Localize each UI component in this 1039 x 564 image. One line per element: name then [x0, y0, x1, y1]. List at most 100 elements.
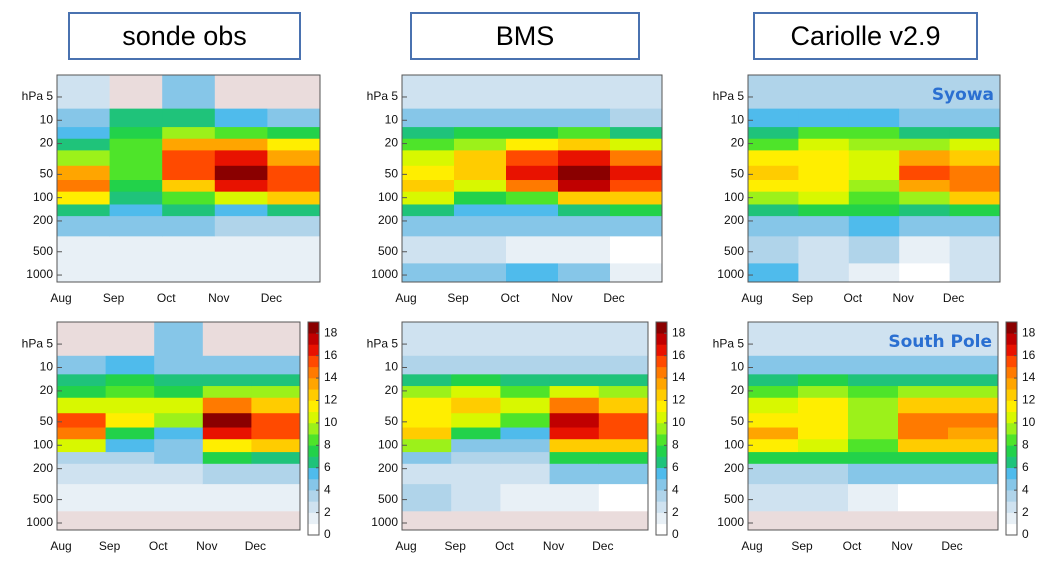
heat-cell: [748, 191, 799, 205]
heat-cell: [748, 180, 799, 193]
heat-cell: [57, 263, 111, 283]
heat-cell: [451, 484, 501, 512]
plot-frame: [401, 74, 663, 283]
heat-cell: [109, 191, 163, 205]
colorbar-swatch: [656, 411, 667, 424]
colorbar-label: 6: [672, 460, 679, 474]
heat-cell: [402, 322, 452, 357]
heat-cell: [251, 427, 301, 440]
colorbar-label: 2: [672, 505, 679, 519]
heat-cell: [57, 463, 107, 485]
heat-cell: [848, 463, 899, 485]
heat-cell: [451, 427, 501, 440]
colorbar-frame: [1005, 321, 1018, 536]
heat-cell: [506, 75, 559, 110]
heat-cell: [798, 191, 850, 205]
colorbar-label: 10: [672, 415, 686, 429]
heat-cell: [251, 413, 301, 429]
heat-cell: [402, 386, 452, 399]
y-tick-label: 100: [33, 437, 53, 451]
heat-cell: [748, 204, 799, 217]
heat-cell: [105, 322, 155, 357]
heat-cell: [798, 263, 850, 283]
heat-cell: [848, 452, 899, 465]
colorbar-swatch: [308, 344, 319, 356]
heat-cell: [402, 374, 452, 387]
heat-cell: [610, 150, 663, 167]
colorbar-swatch: [1006, 355, 1017, 368]
heat-cell: [267, 127, 321, 140]
heat-cell: [798, 463, 849, 485]
heat-cell: [899, 263, 951, 283]
colorbar-swatch: [308, 467, 319, 480]
y-tick-label: hPa 5: [367, 336, 399, 350]
heat-cell: [402, 355, 452, 375]
colorbar-swatch: [1006, 478, 1017, 491]
heat-cell: [500, 511, 551, 531]
colorbar-label: 8: [672, 437, 679, 451]
heat-cell: [57, 138, 111, 151]
colorbar-label: 6: [1022, 460, 1029, 474]
heat-cell: [898, 463, 949, 485]
y-tick-label: 100: [724, 437, 744, 451]
heat-cell: [748, 397, 799, 414]
heat-cell: [154, 452, 204, 465]
y-tick-label: 200: [724, 213, 744, 227]
heat-cell: [109, 204, 163, 217]
heat-cell: [848, 322, 899, 357]
heat-cell: [57, 355, 107, 375]
colorbar-label: 4: [672, 482, 679, 496]
heat-cell: [848, 484, 899, 512]
heat-cell: [402, 452, 452, 465]
heat-cell: [267, 165, 321, 181]
colorbar-swatch: [308, 400, 319, 412]
heat-cell: [105, 413, 155, 429]
heat-cell: [451, 511, 501, 531]
heat-cell: [506, 150, 559, 167]
heat-cell: [202, 374, 252, 387]
heat-cell: [202, 452, 252, 465]
heat-cell: [748, 138, 799, 151]
y-tick-label: 500: [724, 492, 744, 506]
heat-cell: [162, 204, 216, 217]
heat-cell: [454, 165, 507, 181]
heat-cell: [798, 165, 850, 181]
colorbar-swatch: [308, 411, 319, 424]
heat-cell: [251, 484, 301, 512]
heat-cell: [154, 463, 204, 485]
heat-cell: [251, 322, 301, 357]
heat-cell: [251, 397, 301, 414]
colorbar-label: 12: [1022, 393, 1036, 407]
heat-cell: [402, 204, 455, 217]
heat-cell: [109, 127, 163, 140]
heat-cell: [105, 386, 155, 399]
heat-cell: [154, 427, 204, 440]
heat-cell: [549, 463, 600, 485]
heat-cell: [267, 75, 321, 110]
heat-cell: [949, 216, 1001, 237]
x-tick-label: Sep: [447, 291, 469, 305]
y-tick-label: hPa 5: [22, 89, 54, 103]
colorbar-swatch: [656, 366, 667, 379]
heat-cell: [500, 374, 551, 387]
colorbar-swatch: [308, 490, 319, 502]
heat-cell: [500, 427, 551, 440]
heat-cell: [949, 75, 1001, 110]
y-tick-label: 200: [724, 461, 744, 475]
heat-cell: [267, 236, 321, 264]
colorbar-label: 10: [1022, 415, 1036, 429]
heat-cell: [57, 108, 111, 128]
y-tick-label: 200: [33, 213, 53, 227]
heat-cell: [848, 127, 900, 140]
heat-cell: [848, 165, 900, 181]
y-tick-label: hPa 5: [367, 89, 399, 103]
colorbar-label: 12: [672, 393, 686, 407]
heat-cell: [748, 75, 799, 110]
heat-cell: [214, 191, 268, 205]
colorbar-swatch: [308, 478, 319, 491]
heat-cell: [948, 427, 999, 440]
heat-cell: [748, 150, 799, 167]
heat-cell: [202, 386, 252, 399]
colorbar-label: 8: [1022, 437, 1029, 451]
y-tick-label: 500: [378, 244, 398, 258]
